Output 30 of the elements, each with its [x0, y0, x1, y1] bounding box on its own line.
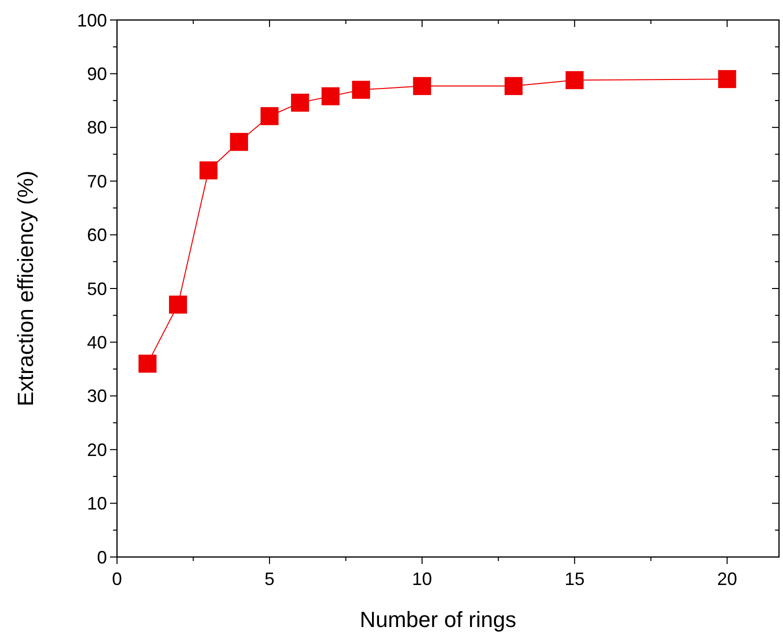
- y-tick-label: 80: [86, 118, 107, 138]
- y-tick-label: 40: [86, 332, 107, 352]
- point: [566, 71, 584, 90]
- y-tick-label: 0: [96, 547, 107, 568]
- point: [718, 70, 736, 88]
- point: [291, 94, 310, 112]
- point: [413, 77, 432, 96]
- y-tick-label: 30: [86, 386, 107, 406]
- x-tick-label: 20: [717, 569, 738, 589]
- x-tick-label: 10: [412, 569, 432, 589]
- point: [322, 87, 340, 106]
- point: [138, 354, 157, 373]
- x-tick-label: 5: [264, 569, 275, 589]
- x-tick-label: 0: [112, 569, 122, 589]
- point: [200, 161, 218, 180]
- y-tick-label: 50: [86, 278, 107, 299]
- point: [169, 296, 188, 314]
- point: [260, 107, 279, 126]
- y-tick-label: 60: [86, 225, 107, 246]
- point: [230, 132, 248, 151]
- x-axis-title: Number of rings: [360, 607, 516, 632]
- y-axis-title: Extraction efficiency (%): [13, 170, 38, 406]
- x-tick-label: 15: [564, 569, 585, 589]
- y-tick-label: 70: [86, 171, 107, 192]
- point: [504, 77, 523, 96]
- y-tick-label: 90: [86, 64, 107, 84]
- y-tick-label: 10: [86, 494, 107, 514]
- point: [352, 80, 370, 99]
- y-tick-label: 100: [76, 10, 107, 30]
- y-tick-label: 20: [86, 440, 107, 460]
